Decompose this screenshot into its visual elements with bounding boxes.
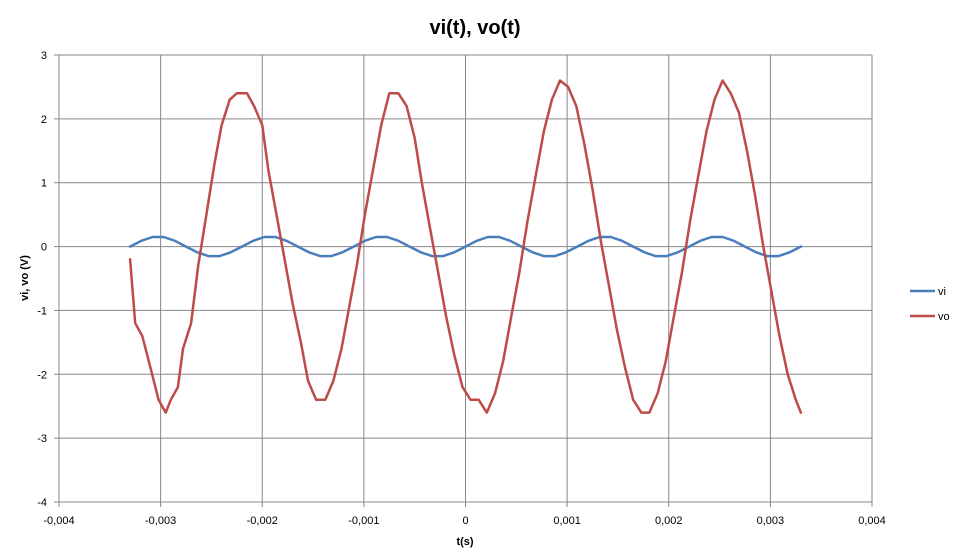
x-tick-label: -0,002 bbox=[247, 515, 278, 527]
series-line-vo bbox=[128, 79, 803, 414]
x-tick-label: 0,004 bbox=[858, 515, 886, 527]
y-tick-label: -3 bbox=[37, 433, 47, 445]
x-tick-label: 0,001 bbox=[553, 515, 581, 527]
y-tick-label: -1 bbox=[37, 305, 47, 317]
series-line-vi bbox=[128, 235, 803, 258]
axes bbox=[54, 54, 873, 507]
data-series bbox=[128, 79, 803, 414]
x-tick-label: -0,003 bbox=[145, 515, 176, 527]
y-tick-label: 2 bbox=[41, 114, 47, 126]
y-tick-label: -4 bbox=[37, 497, 47, 509]
y-tick-label: 3 bbox=[41, 50, 47, 62]
y-tick-label: 0 bbox=[41, 242, 47, 254]
x-tick-label: 0,003 bbox=[757, 515, 785, 527]
x-tick-label: 0 bbox=[462, 515, 468, 527]
x-tick-label: 0,002 bbox=[655, 515, 683, 527]
legend: vi vo bbox=[910, 286, 950, 323]
legend-label-vi: vi bbox=[938, 286, 946, 298]
y-axis-title: vi, vo (V) bbox=[19, 255, 31, 301]
grid-lines bbox=[58, 54, 873, 503]
legend-label-vo: vo bbox=[938, 311, 950, 323]
x-tick-label: -0,001 bbox=[348, 515, 379, 527]
chart-title: vi(t), vo(t) bbox=[429, 17, 520, 39]
x-tick-label: -0,004 bbox=[43, 515, 74, 527]
x-axis-title: t(s) bbox=[456, 536, 473, 548]
y-tick-label: 1 bbox=[41, 178, 47, 190]
y-tick-label: -2 bbox=[37, 369, 47, 381]
tick-labels: -4 -3 -2 -1 0 1 2 3 -0,004 -0,003 -0,002 -0,001 0 0,0… bbox=[37, 50, 886, 527]
